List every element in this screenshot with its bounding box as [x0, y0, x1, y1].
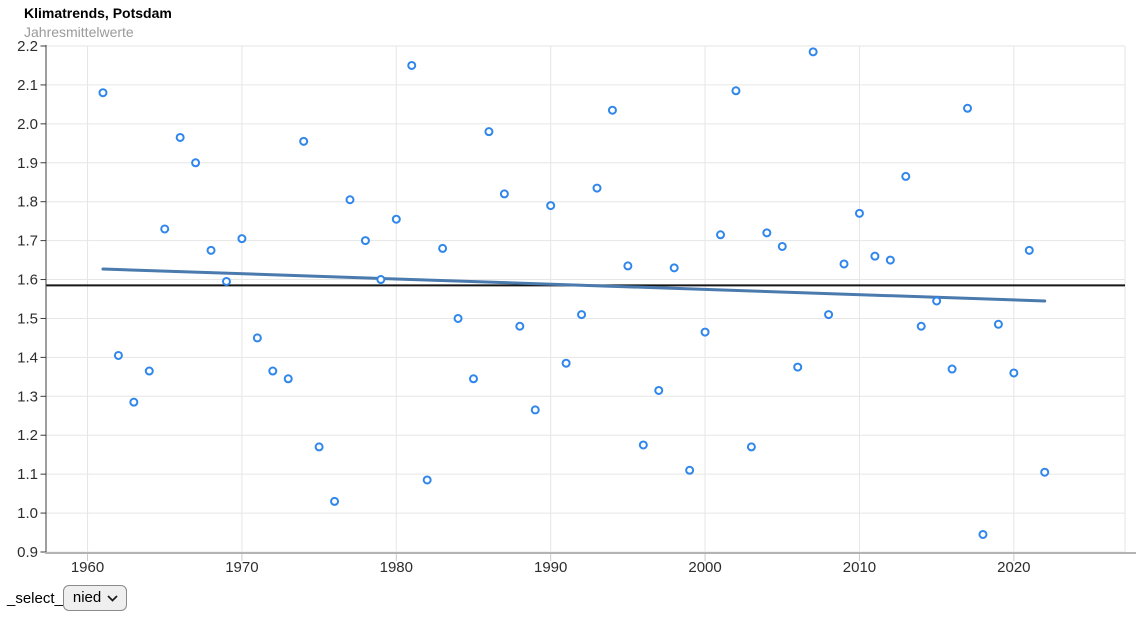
y-tick-label: 2.1 [17, 77, 38, 94]
y-tick-label: 1.8 [17, 194, 38, 211]
x-tick-label: 1990 [534, 559, 567, 576]
x-tick-label: 2000 [688, 559, 721, 576]
scatter-point [808, 47, 818, 57]
scatter-point [299, 136, 309, 146]
scatter-point [221, 276, 231, 286]
scatter-point [623, 261, 633, 271]
scatter-point [484, 127, 494, 137]
scatter-point [283, 374, 293, 384]
scatter-point [330, 496, 340, 506]
scatter-point [345, 195, 355, 205]
scatter-point [530, 405, 540, 415]
scatter-point [654, 385, 664, 395]
y-tick-label: 1.0 [17, 505, 38, 522]
y-tick-label: 1.6 [17, 272, 38, 289]
scatter-point [793, 362, 803, 372]
y-tick-label: 1.5 [17, 310, 38, 327]
scatter-point [468, 374, 478, 384]
scatter-point [144, 366, 154, 376]
y-tick-label: 1.2 [17, 427, 38, 444]
y-tick-label: 2.0 [17, 116, 38, 133]
scatter-point [453, 313, 463, 323]
scatter-point [561, 358, 571, 368]
scatter-point [113, 350, 123, 360]
scatter-point [160, 224, 170, 234]
x-tick-label: 1970 [225, 559, 258, 576]
scatter-point [746, 442, 756, 452]
select-row: _select_ nied [7, 585, 127, 611]
scatter-point [592, 183, 602, 193]
y-tick-label: 0.9 [17, 544, 38, 561]
scatter-point [885, 255, 895, 265]
scatter-point [607, 105, 617, 115]
trend-line [101, 267, 1047, 303]
scatter-point [700, 327, 710, 337]
scatter-point [1040, 467, 1050, 477]
scatter-point [360, 236, 370, 246]
scatter-point [762, 228, 772, 238]
y-tick-label: 1.9 [17, 155, 38, 172]
scatter-point [438, 243, 448, 253]
scatter-point [376, 275, 386, 285]
scatter-point [129, 397, 139, 407]
scatter-point [916, 321, 926, 331]
scatter-point [407, 60, 417, 70]
y-tick-label: 1.3 [17, 388, 38, 405]
y-tick-label: 2.2 [17, 38, 38, 55]
scatter-point [391, 214, 401, 224]
scatter-point [515, 321, 525, 331]
scatter-point [252, 333, 262, 343]
y-tick-label: 1.7 [17, 233, 38, 250]
x-tick-label: 2020 [997, 559, 1030, 576]
scatter-point [731, 86, 741, 96]
scatter-point [206, 245, 216, 255]
scatter-point [947, 364, 957, 374]
scatter-point [932, 296, 942, 306]
scatter-point [98, 88, 108, 98]
scatter-point [499, 189, 509, 199]
scatter-point [854, 208, 864, 218]
scatter-point [978, 529, 988, 539]
scatter-point [669, 263, 679, 273]
scatter-point [685, 465, 695, 475]
scatter-point [839, 259, 849, 269]
scatter-point [191, 158, 201, 168]
scatter-point [638, 440, 648, 450]
scatter-point [993, 319, 1003, 329]
climate-scatter-chart: 0.9 1.0 1.1 1.2 1.3 1.4 1.5 1.6 1.7 1.8 1.9 2.0 2.1 2… [17, 38, 1136, 576]
scatter-point [577, 310, 587, 320]
select-label: _select_ [7, 589, 63, 607]
scatter-point [716, 230, 726, 240]
scatter-point [422, 475, 432, 485]
x-tick-label: 2010 [843, 559, 876, 576]
scatter-point [870, 251, 880, 261]
metric-select[interactable]: nied [62, 585, 127, 611]
scatter-point [777, 241, 787, 251]
scatter-point [268, 366, 278, 376]
scatter-point [824, 310, 834, 320]
y-tick-label: 1.1 [17, 466, 38, 483]
scatter-point [1009, 368, 1019, 378]
scatter-point [901, 171, 911, 181]
scatter-point [1024, 245, 1034, 255]
scatter-point [963, 103, 973, 113]
chart-title: Klimatrends, Potsdam [24, 5, 172, 21]
y-tick-label: 1.4 [17, 349, 38, 366]
scatter-point [546, 201, 556, 211]
x-tick-label: 1980 [380, 559, 413, 576]
scatter-point [175, 132, 185, 142]
chart-header: Klimatrends, Potsdam Jahresmittelwerte [24, 5, 172, 41]
scatter-point [237, 234, 247, 244]
select-wrapper: nied [62, 585, 127, 611]
scatter-point [314, 442, 324, 452]
chart-subtitle: Jahresmittelwerte [24, 24, 134, 40]
x-tick-label: 1960 [71, 559, 104, 576]
